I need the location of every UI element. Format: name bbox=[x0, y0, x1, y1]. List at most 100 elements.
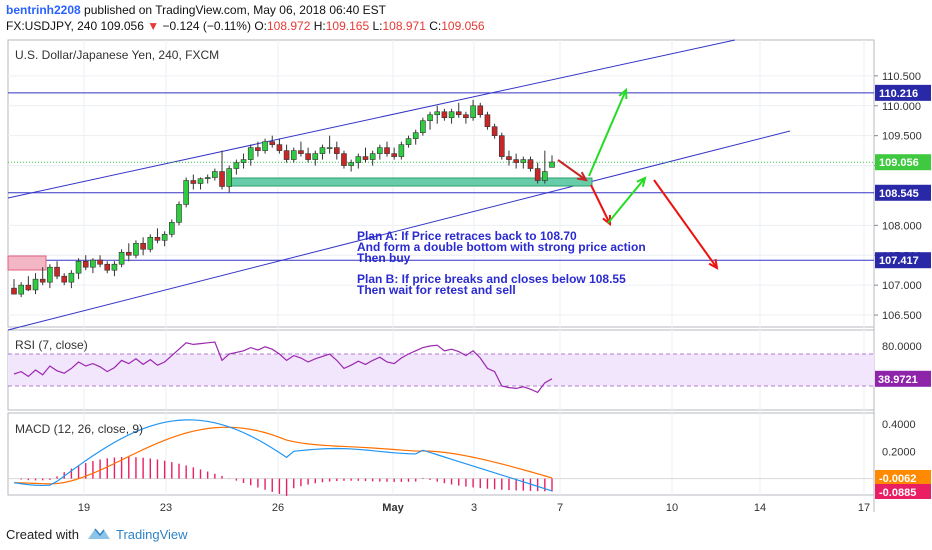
low-label: L: bbox=[372, 19, 383, 33]
candle-body bbox=[269, 141, 276, 145]
candle-body bbox=[513, 159, 519, 163]
plan-a-text: Plan A: If Price retraces back to 108.70 bbox=[357, 229, 577, 243]
rsi-pane-title: RSI (7, close) bbox=[15, 338, 88, 352]
pink-zone bbox=[7, 255, 47, 271]
green-arrow-up bbox=[588, 89, 627, 177]
candle-body bbox=[420, 120, 426, 133]
candle-body bbox=[405, 138, 412, 145]
candle-body bbox=[455, 111, 462, 116]
y-tick-label: 107.000 bbox=[882, 280, 922, 292]
candle-body bbox=[434, 111, 441, 116]
candle-body bbox=[319, 147, 326, 154]
close-value: 109.056 bbox=[441, 19, 485, 33]
macd-pane-title: MACD (12, 26, close, 9) bbox=[15, 422, 143, 436]
last-price: 109.056 bbox=[100, 19, 144, 33]
candle-body bbox=[190, 180, 197, 184]
candle-body bbox=[133, 242, 139, 256]
publish-info: published on TradingView.com, May 06, 20… bbox=[84, 3, 387, 17]
macd-value-tag bbox=[875, 484, 931, 499]
symbol: FX:USDJPY, 240 bbox=[6, 19, 98, 33]
macd-pane-frame bbox=[7, 412, 875, 496]
y-tick-label: 110.500 bbox=[882, 71, 921, 83]
candle-body bbox=[276, 144, 283, 151]
candle-body bbox=[384, 147, 390, 154]
x-tick-label: May bbox=[382, 502, 404, 514]
x-tick-label: 7 bbox=[557, 502, 563, 514]
macd-tick-label: 0.2000 bbox=[882, 446, 916, 458]
candle-body bbox=[125, 251, 132, 256]
candle-body bbox=[118, 251, 125, 265]
chart-canvas[interactable]: 110.500110.000109.500109.000108.000107.5… bbox=[0, 0, 932, 518]
y-tick-label: 108.000 bbox=[882, 220, 922, 232]
footer: Created with TradingView bbox=[0, 518, 932, 550]
level-price-tag bbox=[875, 84, 931, 101]
candle-body bbox=[506, 156, 512, 160]
tradingview-brand-link[interactable]: TradingView bbox=[116, 527, 188, 542]
candle-body bbox=[32, 278, 39, 291]
price-change: −0.124 (−0.11%) bbox=[162, 19, 251, 33]
candle-body bbox=[391, 153, 397, 157]
candle-body bbox=[527, 159, 534, 169]
candle-body bbox=[219, 171, 225, 187]
candle-body bbox=[262, 141, 268, 151]
candle-body bbox=[534, 168, 541, 181]
candle-body bbox=[197, 178, 204, 184]
candle-body bbox=[140, 242, 146, 250]
rsi-line bbox=[13, 341, 553, 394]
candle-body bbox=[39, 278, 46, 283]
candle-body bbox=[312, 153, 319, 160]
symbol-line: FX:USDJPY, 240 109.056 ▼ −0.124 (−0.11%)… bbox=[6, 19, 485, 33]
rsi-value-tag bbox=[875, 370, 931, 387]
rsi-tick-label: 80.0000 bbox=[882, 341, 922, 353]
candle-body bbox=[147, 237, 154, 250]
candle-body bbox=[477, 105, 484, 116]
candle-body bbox=[448, 111, 455, 119]
candle-body bbox=[283, 150, 290, 160]
open-label: O: bbox=[254, 19, 267, 33]
level-price-label: 107.417 bbox=[879, 255, 919, 267]
x-tick-label: 3 bbox=[471, 502, 477, 514]
candle-body bbox=[441, 111, 448, 119]
red-arrow-down-head bbox=[602, 214, 612, 227]
candle-body bbox=[11, 287, 17, 295]
y-tick-label: 109.500 bbox=[882, 131, 922, 143]
candle-body bbox=[484, 114, 491, 127]
open-value: 108.972 bbox=[267, 19, 311, 33]
x-tick-label: 23 bbox=[160, 502, 172, 514]
y-tick-label: 110.000 bbox=[882, 101, 921, 113]
signal-value-tag bbox=[875, 470, 931, 485]
candle-body bbox=[377, 147, 383, 154]
green-arrow-retest bbox=[607, 177, 646, 224]
high-label: H: bbox=[313, 19, 326, 33]
candle-body bbox=[183, 180, 189, 205]
signal-value-label: -0.0062 bbox=[879, 473, 916, 485]
red-arrow bbox=[557, 159, 587, 181]
plan-b-text: Plan B: If price breaks and closes below… bbox=[357, 272, 626, 286]
candle-body bbox=[298, 150, 304, 154]
candle-body bbox=[398, 144, 405, 157]
macd-line bbox=[13, 419, 553, 492]
candle-body bbox=[169, 222, 175, 235]
candle-body bbox=[549, 161, 555, 168]
tradingview-logo-icon bbox=[88, 528, 110, 539]
candle-body bbox=[154, 237, 161, 241]
candle-body bbox=[54, 266, 60, 277]
x-tick-label: 14 bbox=[754, 502, 766, 514]
candle-body bbox=[369, 153, 376, 160]
channel-lower-line bbox=[7, 130, 791, 331]
candle-body bbox=[25, 284, 32, 291]
plan-a-text: Then buy bbox=[357, 251, 411, 265]
macd-signal-line bbox=[13, 426, 553, 485]
y-tick-label: 106.500 bbox=[882, 310, 922, 322]
author-link[interactable]: bentrinh2208 bbox=[6, 3, 81, 17]
candle-body bbox=[104, 263, 111, 271]
candle-body bbox=[463, 114, 469, 119]
x-tick-label: 10 bbox=[666, 502, 678, 514]
macd-tick-label: 0.4000 bbox=[882, 419, 916, 431]
candle-body bbox=[498, 135, 505, 157]
candle-body bbox=[82, 260, 89, 268]
candle-body bbox=[111, 263, 118, 271]
candle-body bbox=[90, 259, 96, 268]
rsi-band bbox=[8, 354, 874, 386]
candle-body bbox=[305, 153, 311, 160]
